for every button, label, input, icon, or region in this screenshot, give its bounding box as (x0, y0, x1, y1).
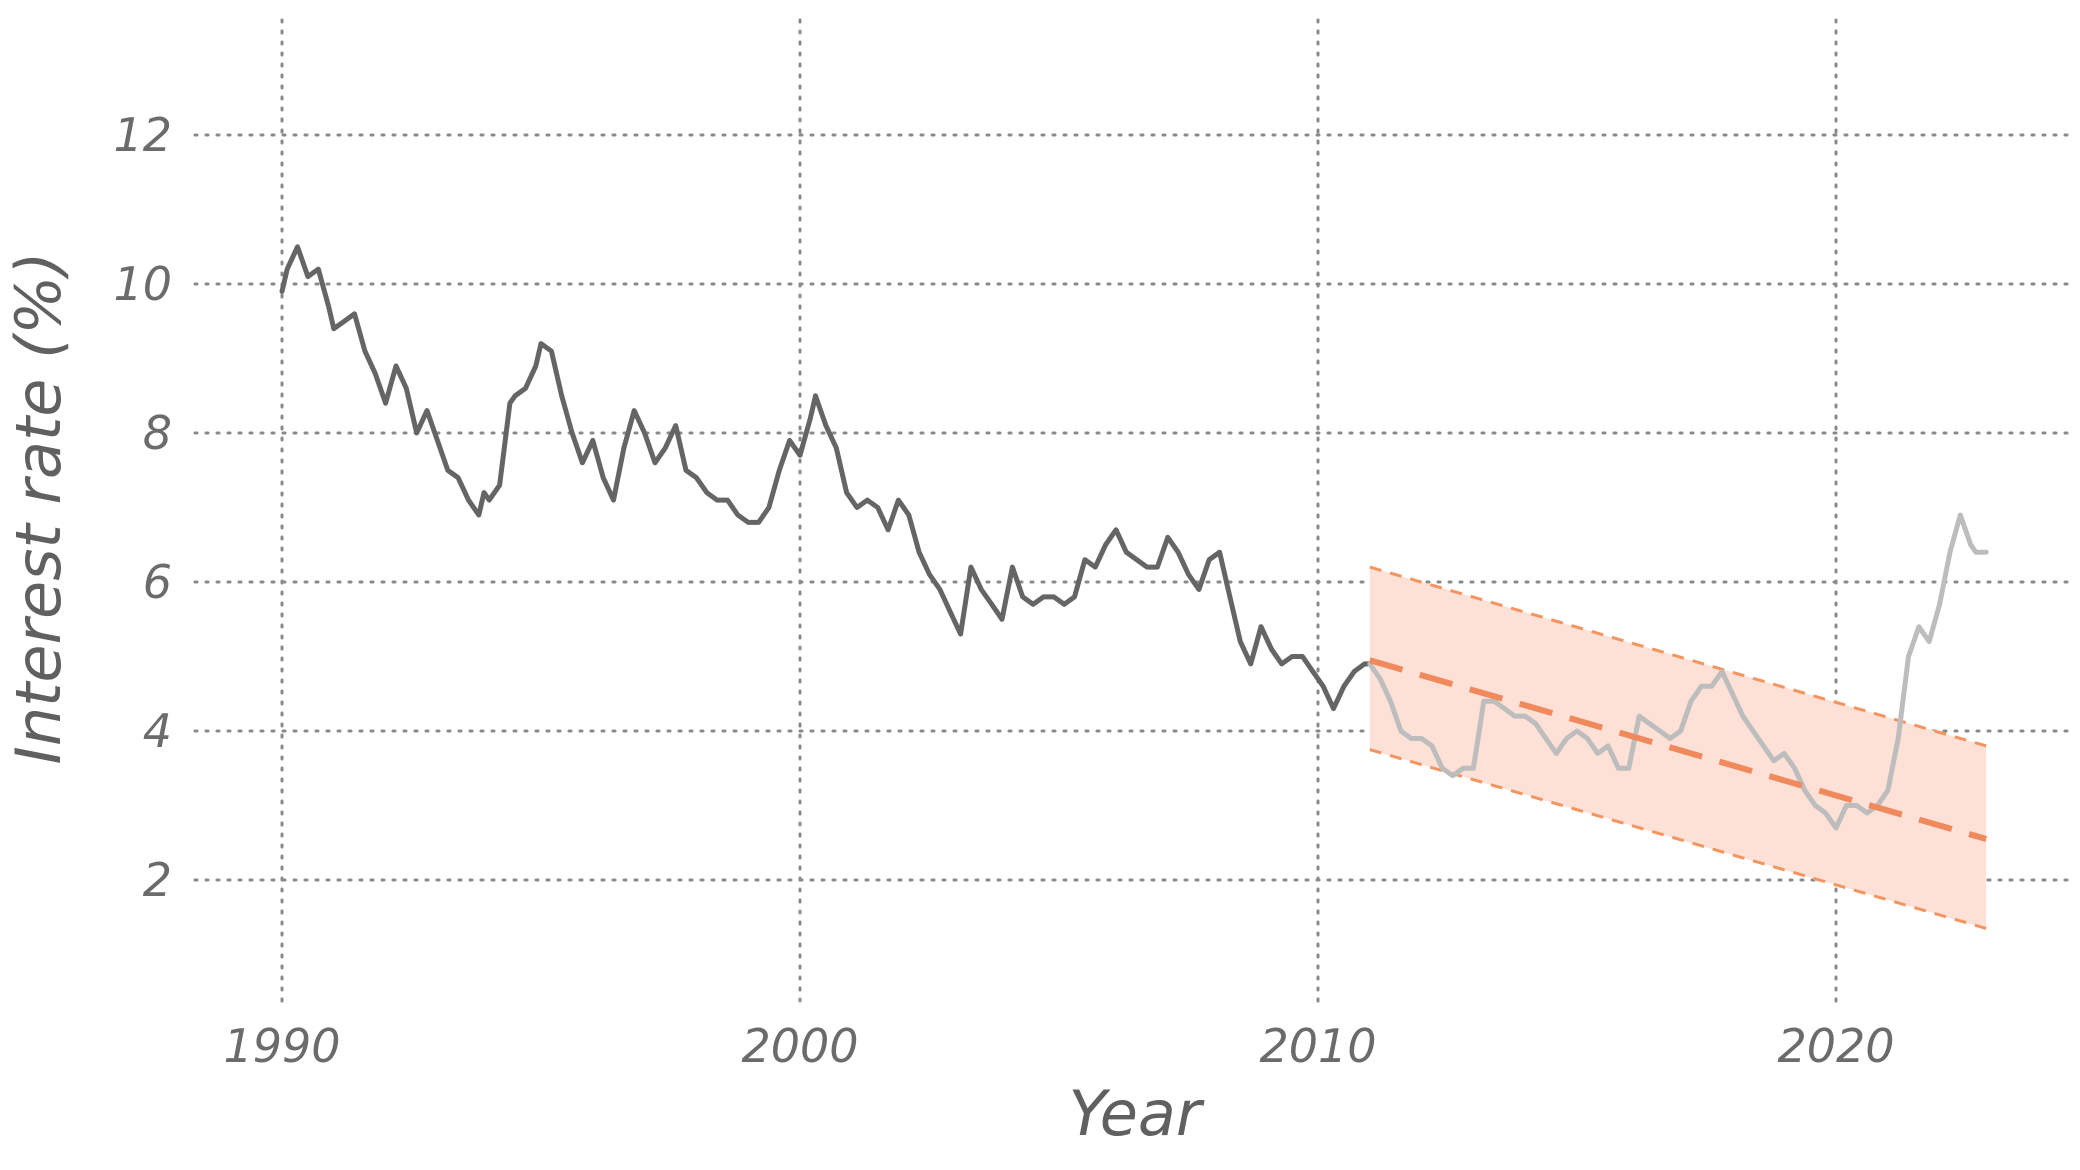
x-tick-label-2000: 2000 (741, 1019, 858, 1073)
series-lines (279, 244, 1989, 842)
y-tick-label-4: 4 (143, 704, 172, 758)
x-tick-label-1990: 1990 (223, 1019, 340, 1073)
series-line-recent (1367, 512, 1989, 831)
band-upper-edge (1369, 565, 1987, 748)
band-lower-edge (1369, 748, 1987, 930)
trend-line (1368, 657, 1988, 842)
y-tick-label-8: 8 (143, 406, 172, 460)
y-tick-label-10: 10 (113, 257, 172, 311)
x-tick-label-2020: 2020 (1777, 1019, 1894, 1073)
tick-labels: 2 4 6 8 10 12 1990 2000 2010 2020 (113, 108, 1894, 1073)
y-tick-label-12: 12 (113, 108, 172, 162)
y-axis-title: Interest rate (%) (2, 252, 75, 765)
x-tick-label-2010: 2010 (1259, 1019, 1376, 1073)
grid (193, 18, 2077, 1007)
y-tick-label-6: 6 (143, 555, 172, 609)
series-line-historical (279, 244, 1373, 712)
x-axis-title: Year (1069, 1077, 1205, 1150)
y-tick-label-2: 2 (143, 853, 172, 907)
